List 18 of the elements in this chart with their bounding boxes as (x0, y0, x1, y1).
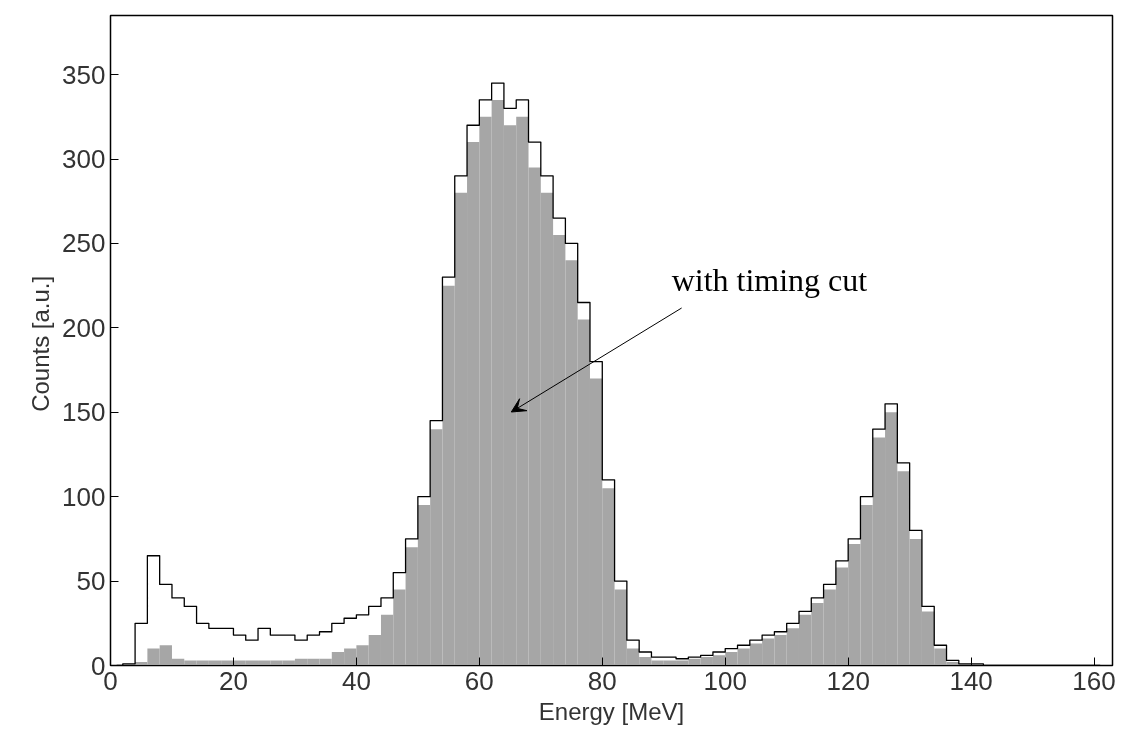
x-tick-label: 100 (703, 665, 747, 696)
x-tick-label: 40 (341, 665, 371, 696)
x-tick-label: 160 (1072, 665, 1116, 696)
y-tick-label: 50 (76, 566, 106, 597)
x-tick-label: 20 (218, 665, 248, 696)
x-tick-label: 120 (826, 665, 870, 696)
y-tick-label: 150 (62, 397, 106, 428)
x-tick-label: 140 (949, 665, 993, 696)
y-tick-label: 100 (62, 481, 106, 512)
x-tick-label: 60 (464, 665, 494, 696)
y-axis-title: Counts [a.u.] (27, 275, 55, 412)
annotation: with timing cut (671, 262, 868, 298)
y-tick-label: 300 (62, 144, 106, 175)
y-tick-label: 350 (62, 59, 106, 90)
y-tick-label: 250 (62, 228, 106, 259)
x-axis-title: Energy [MeV] (538, 697, 685, 725)
x-tick-label: 80 (587, 665, 617, 696)
y-tick-label: 200 (62, 312, 106, 343)
